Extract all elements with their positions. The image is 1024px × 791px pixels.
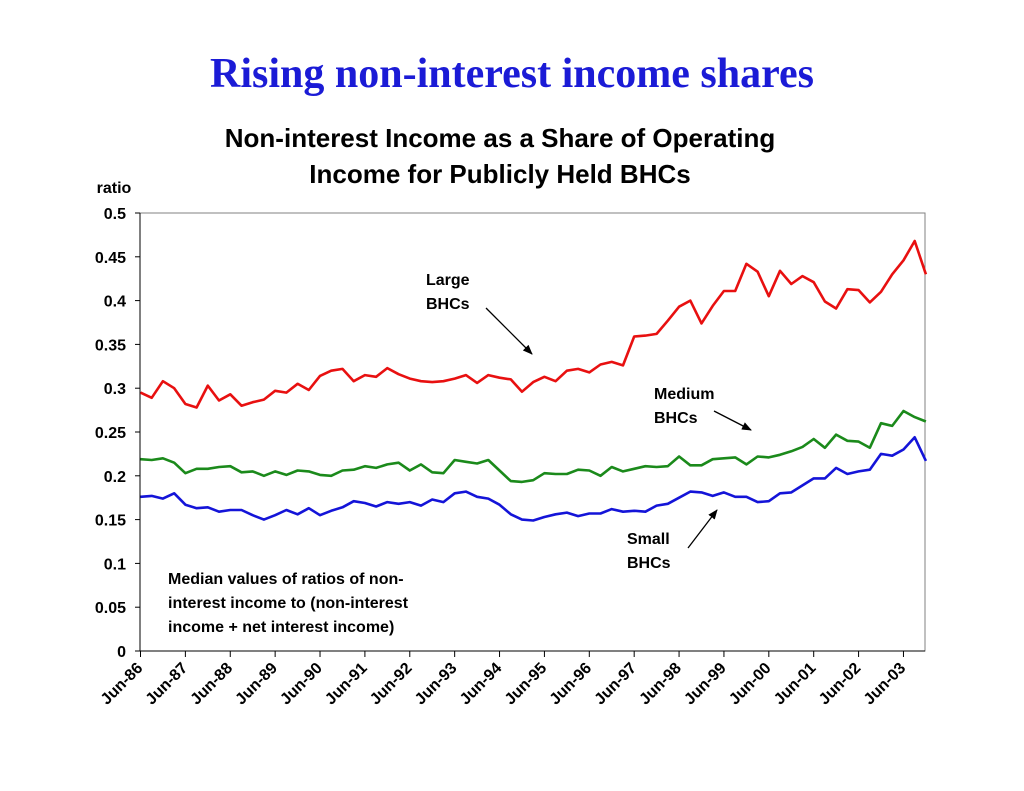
x-tick-label: Jun-94 (457, 660, 506, 709)
x-tick-label: Jun-91 (322, 660, 371, 709)
x-tick-label: Jun-98 (636, 660, 685, 709)
x-tick-label: Jun-03 (861, 660, 910, 709)
y-tick-label: 0.35 (95, 337, 126, 354)
annotation-line: interest income to (non-interest (168, 595, 409, 612)
annotation-line: income + net interest income) (168, 619, 394, 636)
series-label-arrow (687, 509, 718, 549)
y-tick-label: 0.25 (95, 425, 126, 442)
series-label-arrow (713, 410, 752, 431)
x-tick-label: Jun-90 (277, 660, 326, 709)
series-line-small-bhcs (140, 435, 928, 522)
series-line-large-bhcs (139, 239, 928, 409)
x-tick-label: Jun-00 (726, 660, 775, 709)
series-label-small-bhcs: Small (627, 531, 670, 548)
y-tick-label: 0.5 (104, 206, 126, 223)
x-axis: Jun-86Jun-87Jun-88Jun-89Jun-90Jun-91Jun-… (98, 650, 925, 709)
chart-title-line-2: Income for Publicly Held BHCs (309, 159, 691, 189)
y-tick-label: 0.3 (104, 381, 126, 398)
annotation-line: Median values of ratios of non- (168, 571, 404, 588)
series-label-medium-bhcs: Medium (654, 386, 714, 403)
y-tick-label: 0.4 (104, 294, 126, 311)
x-tick-label: Jun-99 (681, 660, 730, 709)
y-tick-label: 0 (117, 644, 126, 661)
series-labels: Large BHCs Medium BHCs Small BHCs (426, 272, 752, 572)
y-tick-label: 0.45 (95, 250, 126, 267)
y-tick-label: 0.2 (104, 469, 126, 486)
y-tick-label: 0.15 (95, 513, 126, 530)
chart-title: Non-interest Income as a Share of Operat… (150, 120, 850, 192)
x-tick-label: Jun-89 (232, 660, 281, 709)
x-tick-label: Jun-96 (547, 660, 596, 709)
annotation-box: Median values of ratios of non-interest … (168, 571, 409, 636)
y-axis-label: ratio (97, 180, 132, 197)
x-tick-label: Jun-97 (592, 660, 641, 709)
x-tick-label: Jun-92 (367, 660, 416, 709)
slide-title: Rising non-interest income shares (210, 51, 814, 97)
x-tick-label: Jun-88 (188, 660, 237, 709)
series-line-medium-bhcs (140, 409, 927, 484)
chart-title-line-1: Non-interest Income as a Share of Operat… (224, 123, 776, 153)
series-label-large-bhcs: Large (426, 272, 470, 289)
y-tick-label: 0.1 (104, 556, 126, 573)
series-lines (139, 239, 928, 522)
x-tick-label: Jun-02 (816, 660, 865, 709)
series-label-small-bhcs: BHCs (627, 555, 671, 572)
x-tick-label: Jun-95 (502, 660, 551, 709)
x-tick-label: Jun-87 (143, 660, 192, 709)
series-label-arrow (485, 307, 533, 355)
y-tick-label: 0.05 (95, 600, 126, 617)
x-tick-label: Jun-01 (771, 660, 820, 709)
series-label-large-bhcs: BHCs (426, 296, 470, 313)
y-axis: 0 0.05 0.1 0.15 0.2 0.25 0.3 0.35 0.4 0.45 0.5 (95, 206, 141, 661)
x-tick-label: Jun-86 (98, 660, 147, 709)
x-tick-label: Jun-93 (412, 660, 461, 709)
series-label-medium-bhcs: BHCs (654, 410, 698, 427)
